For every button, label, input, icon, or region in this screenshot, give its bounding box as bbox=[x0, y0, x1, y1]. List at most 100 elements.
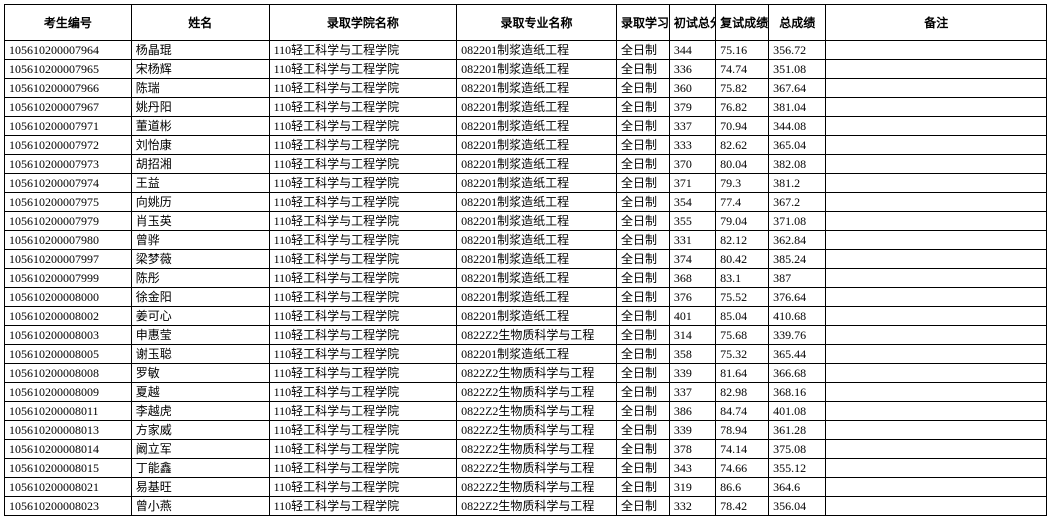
cell-score1: 337 bbox=[669, 383, 715, 402]
cell-remark bbox=[826, 326, 1047, 345]
cell-total: 365.44 bbox=[769, 345, 826, 364]
cell-score1: 314 bbox=[669, 326, 715, 345]
table-row: 105610200008011李越虎110轻工科学与工程学院0822Z2生物质科… bbox=[5, 402, 1047, 421]
cell-score1: 333 bbox=[669, 136, 715, 155]
cell-total: 401.08 bbox=[769, 402, 826, 421]
cell-mode: 全日制 bbox=[616, 288, 669, 307]
cell-major: 082201制浆造纸工程 bbox=[457, 269, 617, 288]
cell-total: 361.28 bbox=[769, 421, 826, 440]
cell-remark bbox=[826, 497, 1047, 516]
cell-score1: 379 bbox=[669, 98, 715, 117]
table-row: 105610200008023曾小燕110轻工科学与工程学院0822Z2生物质科… bbox=[5, 497, 1047, 516]
cell-remark bbox=[826, 174, 1047, 193]
cell-college: 110轻工科学与工程学院 bbox=[269, 402, 456, 421]
cell-college: 110轻工科学与工程学院 bbox=[269, 421, 456, 440]
cell-score2: 82.98 bbox=[716, 383, 769, 402]
cell-remark bbox=[826, 155, 1047, 174]
cell-college: 110轻工科学与工程学院 bbox=[269, 459, 456, 478]
header-remark: 备注 bbox=[826, 5, 1047, 41]
cell-score2: 75.16 bbox=[716, 41, 769, 60]
cell-remark bbox=[826, 345, 1047, 364]
cell-id: 105610200007973 bbox=[5, 155, 132, 174]
table-row: 105610200008005谢玉聪110轻工科学与工程学院082201制浆造纸… bbox=[5, 345, 1047, 364]
cell-major: 0822Z2生物质科学与工程 bbox=[457, 421, 617, 440]
table-row: 105610200007971董道彬110轻工科学与工程学院082201制浆造纸… bbox=[5, 117, 1047, 136]
cell-mode: 全日制 bbox=[616, 60, 669, 79]
table-body: 105610200007964杨晶琨110轻工科学与工程学院082201制浆造纸… bbox=[5, 41, 1047, 516]
cell-id: 105610200007999 bbox=[5, 269, 132, 288]
cell-score2: 74.14 bbox=[716, 440, 769, 459]
cell-college: 110轻工科学与工程学院 bbox=[269, 41, 456, 60]
cell-remark bbox=[826, 383, 1047, 402]
cell-mode: 全日制 bbox=[616, 421, 669, 440]
cell-score2: 75.82 bbox=[716, 79, 769, 98]
cell-name: 向姚历 bbox=[131, 193, 269, 212]
cell-id: 105610200007975 bbox=[5, 193, 132, 212]
cell-college: 110轻工科学与工程学院 bbox=[269, 79, 456, 98]
cell-score2: 74.66 bbox=[716, 459, 769, 478]
cell-name: 罗敏 bbox=[131, 364, 269, 383]
table-row: 105610200007980曾骅110轻工科学与工程学院082201制浆造纸工… bbox=[5, 231, 1047, 250]
cell-college: 110轻工科学与工程学院 bbox=[269, 383, 456, 402]
cell-name: 姚丹阳 bbox=[131, 98, 269, 117]
cell-score2: 82.62 bbox=[716, 136, 769, 155]
cell-total: 367.2 bbox=[769, 193, 826, 212]
cell-remark bbox=[826, 307, 1047, 326]
cell-score2: 80.42 bbox=[716, 250, 769, 269]
cell-total: 344.08 bbox=[769, 117, 826, 136]
cell-score2: 76.82 bbox=[716, 98, 769, 117]
cell-id: 105610200007980 bbox=[5, 231, 132, 250]
cell-score1: 343 bbox=[669, 459, 715, 478]
cell-total: 365.04 bbox=[769, 136, 826, 155]
cell-remark bbox=[826, 364, 1047, 383]
cell-major: 0822Z2生物质科学与工程 bbox=[457, 364, 617, 383]
cell-major: 0822Z2生物质科学与工程 bbox=[457, 440, 617, 459]
table-row: 105610200008002姜可心110轻工科学与工程学院082201制浆造纸… bbox=[5, 307, 1047, 326]
cell-score1: 332 bbox=[669, 497, 715, 516]
cell-score2: 78.42 bbox=[716, 497, 769, 516]
cell-total: 351.08 bbox=[769, 60, 826, 79]
cell-total: 364.6 bbox=[769, 478, 826, 497]
cell-college: 110轻工科学与工程学院 bbox=[269, 478, 456, 497]
cell-remark bbox=[826, 402, 1047, 421]
cell-major: 082201制浆造纸工程 bbox=[457, 345, 617, 364]
cell-total: 362.84 bbox=[769, 231, 826, 250]
cell-major: 0822Z2生物质科学与工程 bbox=[457, 326, 617, 345]
header-score1: 初试总分 bbox=[669, 5, 715, 41]
cell-major: 082201制浆造纸工程 bbox=[457, 212, 617, 231]
cell-id: 105610200008015 bbox=[5, 459, 132, 478]
cell-mode: 全日制 bbox=[616, 307, 669, 326]
cell-score2: 81.64 bbox=[716, 364, 769, 383]
cell-score2: 84.74 bbox=[716, 402, 769, 421]
cell-name: 梁梦薇 bbox=[131, 250, 269, 269]
cell-name: 姜可心 bbox=[131, 307, 269, 326]
cell-mode: 全日制 bbox=[616, 155, 669, 174]
cell-remark bbox=[826, 41, 1047, 60]
cell-major: 082201制浆造纸工程 bbox=[457, 136, 617, 155]
cell-college: 110轻工科学与工程学院 bbox=[269, 288, 456, 307]
cell-id: 105610200007974 bbox=[5, 174, 132, 193]
cell-college: 110轻工科学与工程学院 bbox=[269, 136, 456, 155]
cell-name: 申惠莹 bbox=[131, 326, 269, 345]
cell-total: 381.04 bbox=[769, 98, 826, 117]
cell-remark bbox=[826, 269, 1047, 288]
cell-name: 宋杨辉 bbox=[131, 60, 269, 79]
header-name: 姓名 bbox=[131, 5, 269, 41]
cell-score1: 331 bbox=[669, 231, 715, 250]
table-row: 105610200007965宋杨辉110轻工科学与工程学院082201制浆造纸… bbox=[5, 60, 1047, 79]
cell-score2: 86.6 bbox=[716, 478, 769, 497]
cell-score2: 78.94 bbox=[716, 421, 769, 440]
cell-mode: 全日制 bbox=[616, 497, 669, 516]
cell-major: 082201制浆造纸工程 bbox=[457, 307, 617, 326]
cell-major: 082201制浆造纸工程 bbox=[457, 193, 617, 212]
cell-mode: 全日制 bbox=[616, 345, 669, 364]
table-row: 105610200007979肖玉英110轻工科学与工程学院082201制浆造纸… bbox=[5, 212, 1047, 231]
cell-major: 082201制浆造纸工程 bbox=[457, 288, 617, 307]
cell-name: 徐金阳 bbox=[131, 288, 269, 307]
cell-id: 105610200007979 bbox=[5, 212, 132, 231]
cell-score1: 339 bbox=[669, 421, 715, 440]
cell-name: 杨晶琨 bbox=[131, 41, 269, 60]
cell-major: 082201制浆造纸工程 bbox=[457, 174, 617, 193]
cell-id: 105610200008000 bbox=[5, 288, 132, 307]
table-row: 105610200007999陈彤110轻工科学与工程学院082201制浆造纸工… bbox=[5, 269, 1047, 288]
